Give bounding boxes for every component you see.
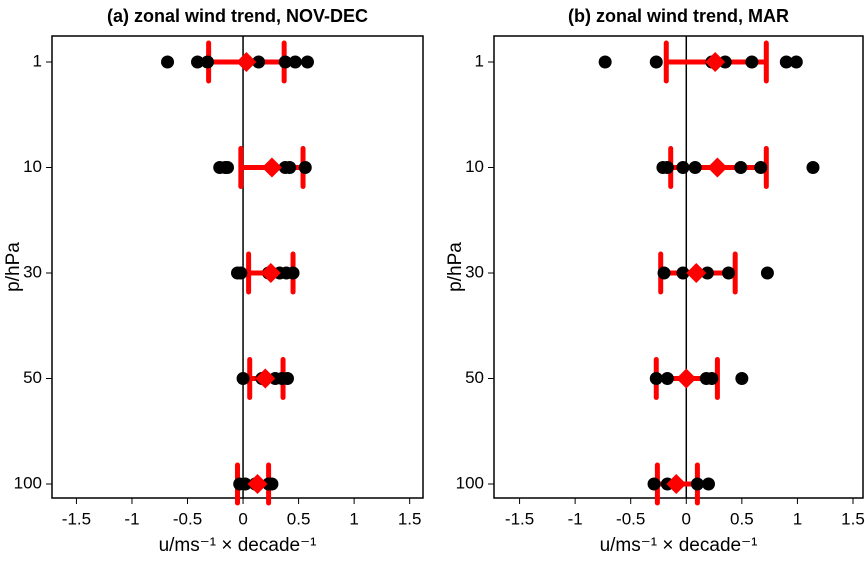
data-point — [598, 55, 612, 69]
y-tick-label: 50 — [23, 368, 42, 387]
data-point — [702, 477, 716, 491]
x-tick-label: 1 — [349, 509, 358, 528]
data-point — [745, 55, 759, 69]
x-axis-label: u/ms⁻¹ × decade⁻¹ — [159, 535, 317, 556]
mean-marker — [666, 474, 687, 494]
data-point — [161, 55, 175, 69]
data-point — [649, 372, 663, 385]
x-axis-label: u/ms⁻¹ × decade⁻¹ — [600, 535, 758, 556]
data-point — [779, 55, 793, 69]
data-point — [700, 266, 714, 280]
x-tick-label: 1.5 — [841, 509, 865, 528]
data-point — [806, 161, 820, 174]
data-point — [238, 477, 252, 491]
data-point — [760, 266, 774, 280]
data-point — [690, 477, 704, 491]
mean-marker — [247, 474, 268, 494]
y-axis-label: p/hPa — [445, 242, 466, 292]
data-point — [286, 266, 300, 280]
data-point — [265, 477, 279, 491]
x-tick-label: 0 — [238, 509, 247, 528]
data-point — [221, 161, 235, 174]
x-tick-label: -1 — [568, 509, 583, 528]
data-point — [789, 55, 803, 69]
mean-marker — [705, 52, 726, 72]
y-tick-label: 30 — [23, 262, 42, 281]
data-point — [647, 477, 661, 491]
y-tick-label: 1 — [33, 51, 42, 70]
data-point — [234, 266, 248, 280]
data-point — [236, 372, 250, 385]
panel-title: (b) zonal wind trend, MAR — [568, 6, 789, 26]
x-tick-label: 0.5 — [730, 509, 754, 528]
data-point — [252, 55, 266, 69]
y-tick-label: 10 — [23, 157, 42, 176]
data-point — [280, 372, 294, 385]
y-tick-label: 1 — [475, 51, 484, 70]
mean-marker — [261, 157, 282, 178]
data-point — [278, 55, 292, 69]
y-tick-label: 30 — [465, 262, 484, 281]
data-point — [735, 372, 749, 385]
mean-marker — [707, 157, 728, 178]
data-point — [649, 55, 663, 69]
panel-title: (a) zonal wind trend, NOV-DEC — [107, 6, 368, 26]
y-tick-label: 100 — [14, 473, 42, 492]
data-point — [660, 372, 674, 385]
data-point — [201, 55, 215, 69]
x-tick-label: -0.5 — [173, 509, 202, 528]
data-point — [288, 55, 302, 69]
y-tick-label: 50 — [465, 368, 484, 387]
data-point — [676, 161, 690, 174]
data-point — [676, 266, 690, 280]
x-tick-label: 0 — [682, 509, 691, 528]
data-point — [283, 161, 297, 174]
data-point — [660, 161, 674, 174]
mean-marker — [260, 263, 281, 283]
mean-marker — [686, 263, 707, 283]
data-point — [298, 161, 312, 174]
data-point — [754, 161, 768, 174]
mean-marker — [255, 368, 276, 389]
data-point — [734, 161, 748, 174]
mean-marker — [676, 368, 697, 389]
data-point — [657, 266, 671, 280]
data-point — [688, 161, 702, 174]
y-tick-label: 10 — [465, 157, 484, 176]
x-tick-label: 0.5 — [287, 509, 311, 528]
data-point — [718, 55, 732, 69]
plot-frame — [493, 35, 864, 499]
y-tick-label: 100 — [456, 473, 484, 492]
data-point — [300, 55, 314, 69]
x-tick-label: 1 — [793, 509, 802, 528]
x-tick-label: -1.5 — [505, 509, 534, 528]
x-tick-label: -0.5 — [616, 509, 645, 528]
x-tick-label: 1.5 — [398, 509, 422, 528]
y-axis-label: p/hPa — [3, 242, 24, 292]
data-point — [191, 55, 205, 69]
x-tick-label: -1 — [124, 509, 139, 528]
mean-marker — [236, 52, 257, 72]
data-point — [722, 266, 736, 280]
data-point — [705, 372, 719, 385]
x-tick-label: -1.5 — [62, 509, 91, 528]
